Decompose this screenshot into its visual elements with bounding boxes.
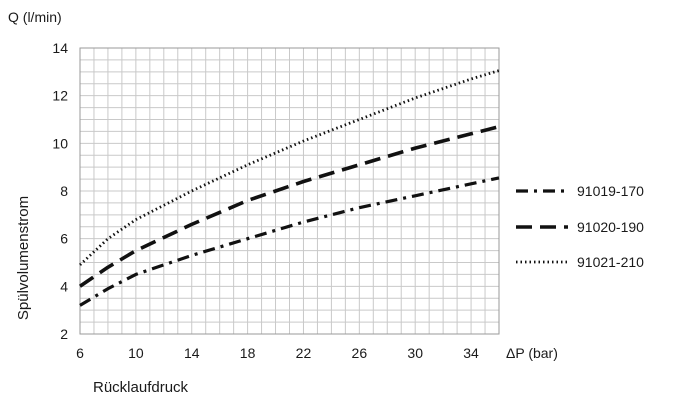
y-tick-label: 14: [52, 40, 68, 56]
series-lines: [78, 69, 500, 307]
x-tick-label: 14: [184, 345, 200, 361]
x-tick-label: 34: [463, 345, 479, 361]
y-tick-label: 10: [52, 135, 68, 151]
legend-label: 91019-170: [577, 183, 644, 199]
y-tick-label: 8: [60, 183, 68, 199]
x-tick-label: 6: [76, 345, 84, 361]
series-line-3: [79, 69, 500, 266]
axis-ticks: 2 4 6 8 10 12 14 6 10 14 18 22 26 30 34: [52, 40, 479, 361]
x-tick-label: 26: [352, 345, 368, 361]
legend-label: 91021-210: [577, 254, 644, 270]
y-tick-label: 4: [60, 278, 68, 294]
x-axis-title: Rücklaufdruck: [93, 379, 189, 396]
x-tick-label: 10: [128, 345, 144, 361]
plot-grid: [80, 48, 499, 334]
y-tick-label: 2: [60, 326, 68, 342]
y-axis-unit-label: Q (l/min): [8, 9, 62, 25]
y-axis-title: Spülvolumenstrom: [15, 196, 32, 320]
x-tick-label: 22: [296, 345, 312, 361]
series-line-1: [79, 176, 500, 307]
x-axis-unit-label: ΔP (bar): [506, 345, 558, 361]
y-tick-label: 6: [60, 231, 68, 247]
legend: 91019-170 91020-190 91021-210: [516, 183, 644, 270]
x-tick-label: 18: [240, 345, 256, 361]
series-line-2: [78, 124, 500, 288]
y-tick-label: 12: [52, 88, 68, 104]
x-tick-label: 30: [407, 345, 423, 361]
plot-area-frame: [79, 47, 500, 335]
legend-label: 91020-190: [577, 219, 644, 235]
